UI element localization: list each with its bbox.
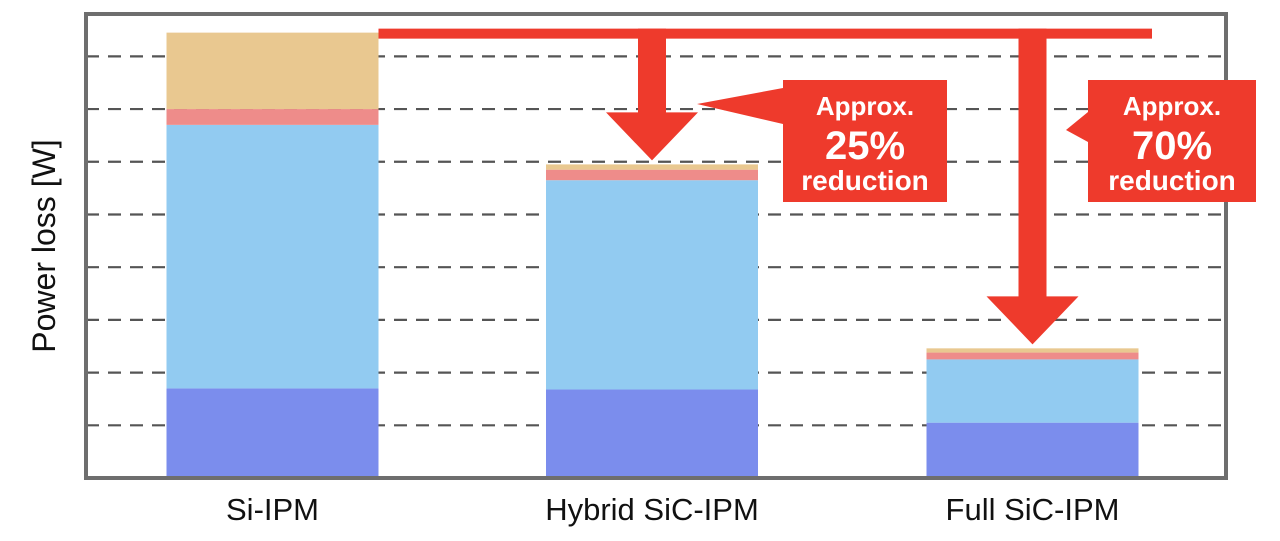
bar-2-segment-2 <box>546 180 758 390</box>
reduction-arrow-1 <box>606 28 698 161</box>
callout-1-line-2: 25% <box>825 124 905 168</box>
callout-box <box>783 80 947 202</box>
x-tick-label-1: Si-IPM <box>226 492 319 527</box>
bar-1-segment-2 <box>166 124 379 389</box>
callout-2-line-3: reduction <box>1108 165 1236 196</box>
callout-pointer <box>1066 112 1088 142</box>
stacked-bars <box>166 32 1139 478</box>
arrow-top-bar <box>378 28 1152 39</box>
reduction-callout-1: Approx.25%reduction <box>697 80 947 202</box>
bar-2-segment-4 <box>546 164 758 170</box>
bar-3-segment-3 <box>926 352 1139 360</box>
callout-2-line-1: Approx. <box>1123 91 1221 121</box>
reduction-callout-2: Approx.70%reduction <box>1066 80 1256 202</box>
reduction-arrows <box>378 28 1152 345</box>
y-axis-label: Power loss [W] <box>26 139 62 352</box>
callout-2-line-2: 70% <box>1132 124 1212 168</box>
bar-3-segment-1 <box>926 422 1139 478</box>
bar-2-segment-3 <box>546 169 758 181</box>
bar-1-segment-4 <box>166 32 379 110</box>
callout-1-line-3: reduction <box>801 165 929 196</box>
bar-3-segment-4 <box>926 348 1139 353</box>
x-axis-tick-labels: Si-IPM Hybrid SiC-IPM Full SiC-IPM <box>226 492 1119 527</box>
bar-2-segment-1 <box>546 389 758 478</box>
callout-pointer <box>697 88 783 124</box>
x-tick-label-2: Hybrid SiC-IPM <box>545 492 759 527</box>
callout-1-line-1: Approx. <box>816 91 914 121</box>
bar-1-segment-3 <box>166 109 379 125</box>
bar-1-segment-1 <box>166 388 379 478</box>
callout-box <box>1088 80 1256 202</box>
x-tick-label-3: Full SiC-IPM <box>946 492 1120 527</box>
bar-3-segment-2 <box>926 359 1139 423</box>
reduction-arrow-2 <box>986 28 1079 345</box>
plot-area-border <box>84 12 1228 480</box>
